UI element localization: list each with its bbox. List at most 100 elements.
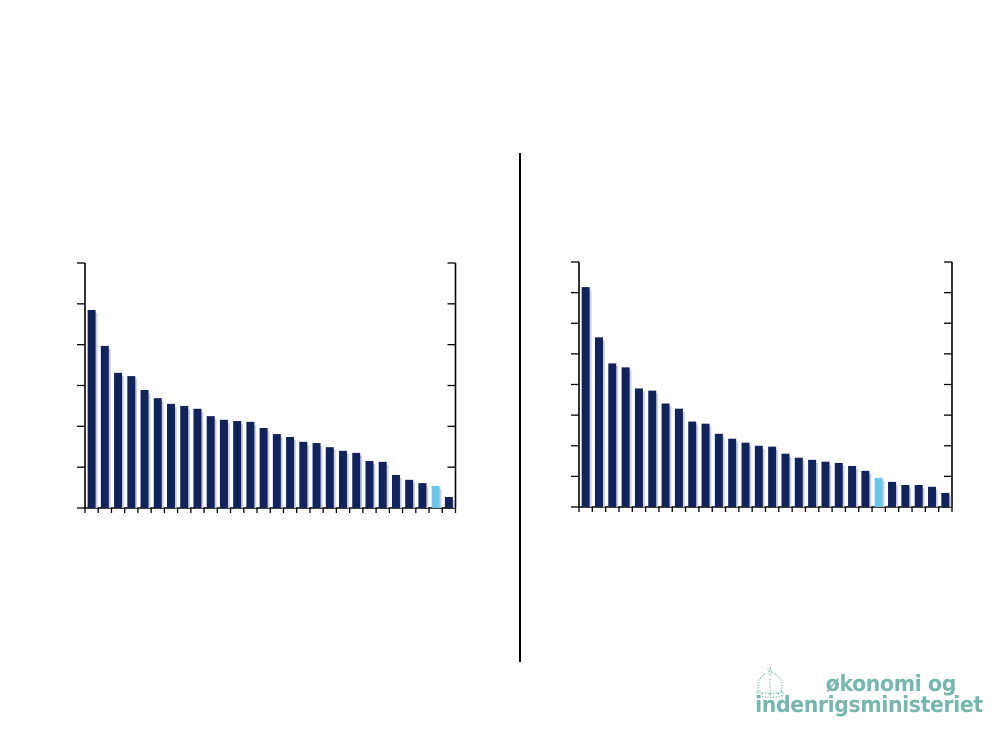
bar-shadow	[122, 375, 124, 508]
bar-shadow	[909, 487, 912, 507]
bar-shadow	[241, 424, 243, 508]
bar-shadow	[439, 488, 442, 508]
bar-chart-left	[73, 259, 460, 518]
bar-shadow	[227, 422, 230, 508]
divider-line	[519, 153, 521, 662]
bar	[352, 452, 361, 508]
bar	[100, 345, 109, 508]
bar-shadow	[413, 482, 415, 508]
bar-shadow	[267, 430, 270, 508]
bar	[272, 434, 281, 508]
bar-shadow	[922, 487, 925, 507]
bar	[688, 421, 697, 507]
bar-shadow	[696, 424, 699, 507]
bar	[312, 443, 321, 508]
bar-shadow	[188, 408, 191, 508]
bar	[325, 447, 334, 508]
bar-chart-right	[567, 258, 956, 517]
bar	[834, 462, 843, 507]
bar	[286, 436, 295, 508]
bar	[888, 481, 897, 507]
bar	[621, 367, 630, 507]
bar	[674, 408, 683, 507]
bar-shadow	[320, 446, 323, 508]
bar	[233, 421, 242, 508]
bar-shadow	[386, 464, 389, 508]
bar	[634, 388, 643, 507]
bar-shadow	[214, 419, 217, 508]
bar	[741, 442, 750, 507]
bar-shadow	[307, 444, 310, 508]
bar	[648, 390, 657, 507]
bar	[754, 445, 763, 507]
bar	[193, 408, 202, 508]
bar-shadow	[629, 370, 632, 507]
bar	[299, 441, 308, 508]
bar	[140, 389, 149, 508]
bar	[127, 376, 136, 508]
bar-shadow	[452, 499, 455, 508]
bar	[114, 372, 123, 508]
bar-highlighted	[874, 477, 883, 507]
bar	[781, 453, 790, 507]
bar	[581, 287, 590, 507]
bar	[391, 474, 400, 508]
bar-shadow	[682, 411, 685, 507]
bar	[661, 403, 670, 507]
bar	[714, 433, 723, 507]
bar-shadow	[896, 484, 898, 507]
bar	[848, 465, 857, 507]
bar-shadow	[616, 366, 619, 507]
bar-shadow	[656, 393, 659, 507]
bar-shadow	[333, 450, 336, 508]
bar	[594, 337, 603, 507]
bar-shadow	[254, 424, 257, 508]
bar	[219, 419, 228, 508]
bar-shadow	[360, 455, 363, 508]
bar	[928, 486, 937, 507]
bar-shadow	[749, 445, 752, 507]
bar-shadow	[762, 448, 765, 507]
bar-shadow	[816, 462, 818, 507]
bar-shadow	[869, 473, 872, 507]
bar	[246, 421, 255, 508]
ministry-logo-line1: økonomi og	[825, 672, 957, 697]
bar-shadow	[949, 495, 952, 507]
bar	[861, 470, 870, 507]
bar-shadow	[148, 392, 151, 508]
bar	[901, 484, 910, 507]
bar-shadow	[373, 464, 376, 508]
bar-shadow	[95, 312, 98, 508]
bar-shadow	[829, 464, 832, 507]
bar	[608, 363, 617, 507]
bar	[405, 479, 414, 508]
bar	[701, 423, 710, 507]
bar	[87, 309, 96, 508]
bar-shadow	[602, 340, 605, 507]
bar	[821, 461, 830, 507]
bar-shadow	[789, 456, 792, 507]
bar-chart-right-canvas	[571, 261, 953, 512]
ministry-logo: økonomi og indenrigsministeriet	[740, 663, 983, 731]
bar	[941, 492, 950, 507]
bar	[808, 459, 817, 507]
bar-shadow	[294, 439, 296, 508]
bar	[914, 484, 923, 507]
bar-shadow	[802, 460, 805, 507]
bar	[418, 483, 427, 508]
bar-shadow	[399, 477, 402, 508]
bar	[794, 457, 803, 507]
bar-shadow	[201, 411, 204, 508]
bar-shadow	[135, 379, 138, 508]
ministry-logo-text: økonomi og indenrigsministeriet	[755, 672, 983, 717]
bar-shadow	[426, 486, 429, 508]
bar-shadow	[856, 468, 858, 507]
bar-shadow	[736, 441, 738, 507]
bar-shadow	[776, 449, 778, 507]
bar	[153, 398, 162, 508]
bar-highlighted	[431, 485, 440, 508]
bar-shadow	[709, 426, 712, 507]
crown-icon	[756, 665, 784, 698]
bar-shadow	[842, 465, 845, 507]
